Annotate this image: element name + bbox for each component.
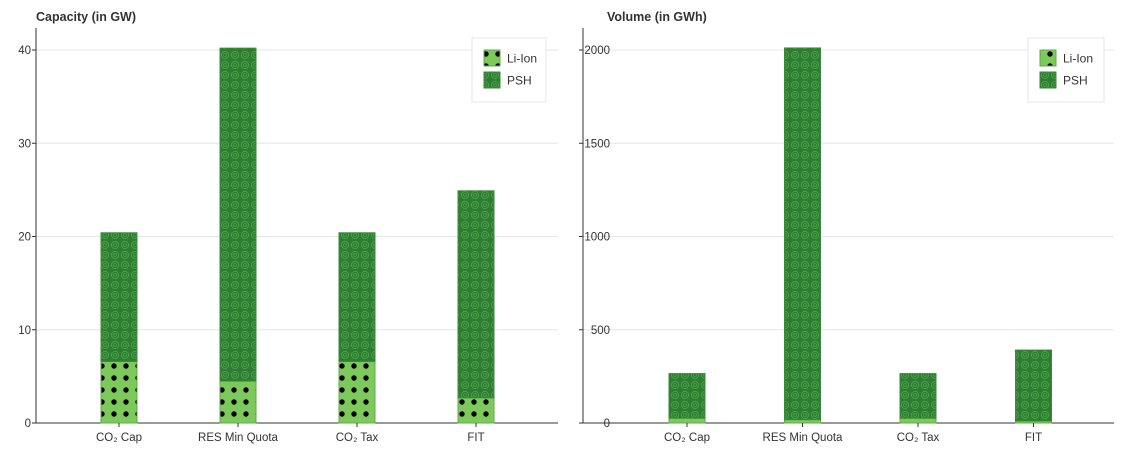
y-tick-label: 1500 <box>584 138 610 150</box>
chart-panel-1: Capacity (in GW) 0 10 20 30 40 CO₂ Cap RES Min … <box>18 10 558 444</box>
y-tick-label: 1000 <box>584 232 610 244</box>
chart-title: Volume (in GWh) <box>607 10 707 24</box>
legend-swatch <box>483 71 501 89</box>
chart-panel-2: Volume (in GWh) 0 500 1000 1500 2000 CO₂ Cap RE… <box>579 10 1114 444</box>
bar-li-ion-2 <box>784 419 821 424</box>
y-tick-label: 20 <box>18 232 31 244</box>
y-tick-label: 40 <box>18 45 31 57</box>
x-tick-label: CO₂ Cap <box>664 432 710 444</box>
legend-box <box>471 37 547 103</box>
x-tick-label: CO₂ Tax <box>897 432 940 444</box>
bar-psh-2 <box>219 47 257 382</box>
legend-swatch <box>1039 49 1057 67</box>
legend-label: Li-Ion <box>1063 52 1093 66</box>
x-tick-label: FIT <box>1025 432 1042 444</box>
bar-li-ion-1 <box>668 417 706 424</box>
y-tick-label: 10 <box>18 325 31 337</box>
legend: Li-Ion PSH <box>471 37 547 103</box>
x-tick-label: CO₂ Tax <box>336 432 379 444</box>
chart-title: Capacity (in GW) <box>36 10 136 24</box>
y-tick-label: 0 <box>604 418 610 430</box>
bar-psh-4 <box>1015 349 1052 422</box>
bar-psh-2 <box>784 47 821 421</box>
y-tick-label: 2000 <box>584 45 610 57</box>
x-tick-label: CO₂ Cap <box>96 432 142 444</box>
bar-li-ion-4 <box>457 397 495 424</box>
legend-label: Li-Ion <box>507 52 537 66</box>
legend: Li-Ion PSH <box>1027 37 1105 103</box>
bar-psh-3 <box>338 232 376 362</box>
bar-psh-4 <box>457 190 495 399</box>
bar-psh-3 <box>899 373 937 419</box>
legend-swatch <box>483 49 501 67</box>
legend-label: PSH <box>507 74 532 88</box>
bar-li-ion-3 <box>899 417 937 424</box>
y-tick-label: 30 <box>18 138 31 150</box>
legend-swatch <box>1039 71 1057 89</box>
x-tick-label: RES Min Quota <box>198 432 278 444</box>
legend-box <box>1027 37 1105 103</box>
bar-li-ion-1 <box>100 360 138 424</box>
y-tick-label: 500 <box>591 325 610 337</box>
bar-psh-1 <box>100 232 138 362</box>
x-tick-label: RES Min Quota <box>763 432 843 444</box>
bar-li-ion-3 <box>338 360 376 424</box>
bar-psh-1 <box>668 373 706 419</box>
x-tick-label: FIT <box>467 432 484 444</box>
y-tick-label: 0 <box>25 418 31 430</box>
bar-li-ion-2 <box>219 380 257 424</box>
legend-label: PSH <box>1063 74 1088 88</box>
